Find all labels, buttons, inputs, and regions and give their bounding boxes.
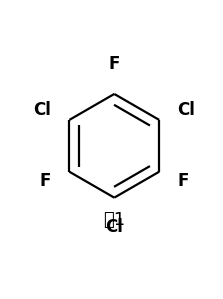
- Text: F: F: [40, 172, 51, 190]
- Text: Cl: Cl: [105, 218, 123, 237]
- Text: 式1: 式1: [103, 211, 125, 229]
- Text: Cl: Cl: [33, 101, 51, 119]
- Text: F: F: [109, 55, 120, 73]
- Text: F: F: [177, 172, 189, 190]
- Text: Cl: Cl: [177, 101, 195, 119]
